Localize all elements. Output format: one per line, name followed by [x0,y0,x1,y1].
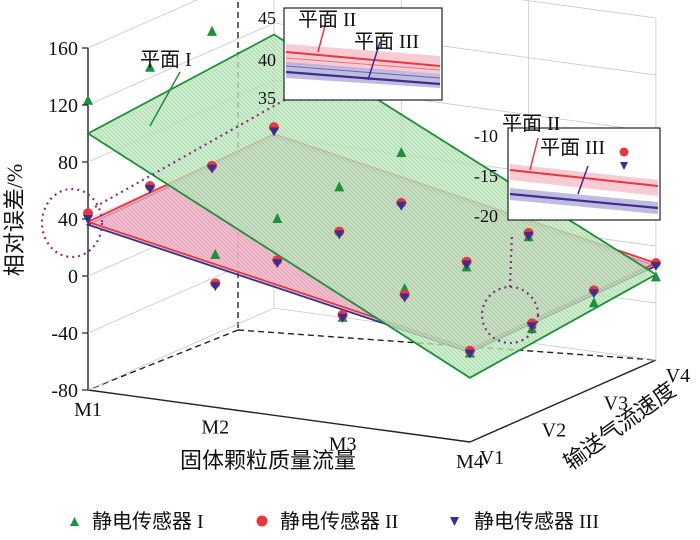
x-tick-label: M2 [201,416,229,438]
inset1-plane-label: 平面 III [354,31,419,53]
z-axis-title: 相对误差/% [2,164,27,276]
x-tick-label: M1 [74,399,102,421]
legend-marker-triangle-down-icon [450,517,459,526]
legend-entry: 静电传感器 II [280,510,398,533]
inset2-plane-label: 平面 III [540,137,605,159]
data-point-s1 [83,95,93,105]
inset2-tick: -15 [474,166,498,186]
y-tick-label: V2 [542,420,566,442]
plane-i-label: 平面 I [140,49,192,71]
z-tick-label: 160 [48,38,78,60]
inset-1: 45 40 35 平面 II 平面 III [258,8,442,108]
inset1-tick: 45 [258,8,276,28]
legend-marker-circle-icon [257,516,268,527]
z-tick-label: -40 [51,323,78,345]
y-tick-label: V1 [480,447,504,469]
inset2-plane-label: 平面 II [502,113,560,135]
inset2-tick: -10 [474,126,498,146]
z-tick-label: 0 [68,266,78,288]
x-axis-title: 固体颗粒质量流量 [180,448,356,473]
z-tick-label: 120 [48,95,78,117]
inset1-tick: 35 [258,88,276,108]
inset1-tick: 40 [258,50,276,70]
z-tick-label: 80 [58,152,78,174]
inset1-plane-label: 平面 II [298,9,356,31]
data-point-s1 [207,26,217,36]
legend-marker-triangle-icon [70,517,79,526]
z-tick-label: 40 [58,209,78,231]
legend-entry: 静电传感器 I [92,510,204,533]
legend-entry: 静电传感器 III [474,510,599,533]
legend: 静电传感器 I 静电传感器 II 静电传感器 III [70,510,599,533]
inset2-tick: -20 [474,206,498,226]
